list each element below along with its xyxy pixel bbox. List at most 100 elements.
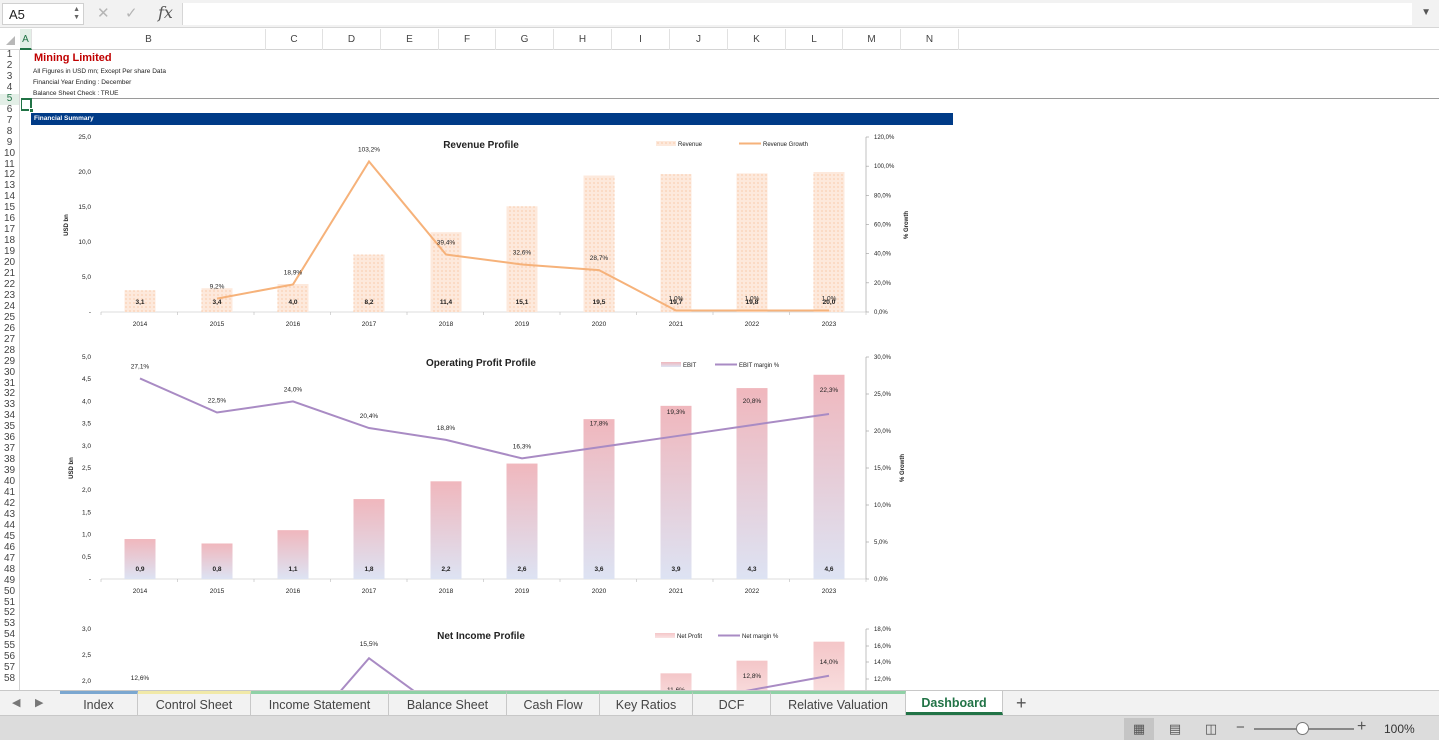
row-header-30[interactable]: 30 bbox=[3, 366, 16, 378]
row-header-6[interactable]: 6 bbox=[6, 103, 13, 115]
column-header-a[interactable]: A bbox=[20, 29, 32, 50]
sheet-tab-index[interactable]: Index bbox=[60, 691, 138, 715]
row-header-44[interactable]: 44 bbox=[3, 519, 16, 531]
column-header-c[interactable]: C bbox=[266, 29, 323, 50]
column-header-b[interactable]: B bbox=[32, 29, 266, 50]
row-header-20[interactable]: 20 bbox=[3, 257, 16, 269]
row-header-46[interactable]: 46 bbox=[3, 541, 16, 553]
page-break-view-icon[interactable]: ◫ bbox=[1204, 721, 1218, 736]
zoom-out-icon[interactable]: − bbox=[1236, 719, 1245, 736]
row-header-58[interactable]: 58 bbox=[3, 673, 16, 685]
row-header-15[interactable]: 15 bbox=[3, 202, 16, 214]
scroll-tabs-left-icon[interactable]: ◀ bbox=[12, 697, 21, 709]
row-header-54[interactable]: 54 bbox=[3, 629, 16, 641]
row-header-32[interactable]: 32 bbox=[3, 388, 16, 400]
row-header-36[interactable]: 36 bbox=[3, 432, 16, 444]
row-header-43[interactable]: 43 bbox=[3, 508, 16, 520]
row-header-16[interactable]: 16 bbox=[3, 213, 16, 225]
sheet-tab-dashboard[interactable]: Dashboard bbox=[906, 691, 1003, 715]
scroll-tabs-right-icon[interactable]: ▶ bbox=[35, 697, 44, 709]
page-layout-view-icon[interactable]: ▤ bbox=[1168, 721, 1182, 736]
row-header-42[interactable]: 42 bbox=[3, 497, 16, 509]
row-header-3[interactable]: 3 bbox=[6, 70, 13, 82]
column-header-l[interactable]: L bbox=[786, 29, 843, 50]
column-header-j[interactable]: J bbox=[670, 29, 728, 50]
row-header-14[interactable]: 14 bbox=[3, 191, 16, 203]
sheet-tab-key-ratios[interactable]: Key Ratios bbox=[600, 691, 693, 715]
row-header-23[interactable]: 23 bbox=[3, 289, 16, 301]
row-header-2[interactable]: 2 bbox=[6, 59, 13, 71]
sheet-tab-dcf[interactable]: DCF bbox=[693, 691, 771, 715]
row-header-35[interactable]: 35 bbox=[3, 421, 16, 433]
select-all-corner[interactable] bbox=[0, 29, 20, 50]
normal-view-icon[interactable]: ▦ bbox=[1124, 718, 1154, 740]
row-header-34[interactable]: 34 bbox=[3, 410, 16, 422]
column-header-n[interactable]: N bbox=[901, 29, 959, 50]
row-header-53[interactable]: 53 bbox=[3, 618, 16, 630]
column-header-m[interactable]: M bbox=[843, 29, 901, 50]
sheet-tab-relative-valuation[interactable]: Relative Valuation bbox=[771, 691, 906, 715]
operating-profit-chart[interactable]: - 0,5 1,0 1,5 2,0 2,5 3,0 3,5 4,0 4,5 5,0 0,0% 5,0% 1… bbox=[21, 350, 921, 598]
revenue-chart[interactable]: - 5,0 10,0 15,0 20,0 25,0 0,0% 20,0% 40,0% 60,0% 8… bbox=[21, 130, 921, 330]
check-icon[interactable]: ✓ bbox=[125, 5, 138, 22]
row-header-21[interactable]: 21 bbox=[3, 268, 16, 279]
net-income-chart[interactable]: 2,0 2,5 3,0 12,0% 14,0% 16,0% 18,0% 12,6% 15,5% 1… bbox=[21, 618, 921, 690]
row-header-24[interactable]: 24 bbox=[3, 300, 16, 312]
row-header-5[interactable]: 5 bbox=[0, 93, 19, 105]
row-header-27[interactable]: 27 bbox=[3, 333, 16, 345]
row-header-1[interactable]: 1 bbox=[6, 50, 13, 60]
function-icon[interactable]: fx bbox=[158, 3, 173, 22]
active-cell[interactable] bbox=[21, 98, 32, 111]
column-header-h[interactable]: H bbox=[554, 29, 612, 50]
column-header-i[interactable]: I bbox=[612, 29, 670, 50]
row-header-28[interactable]: 28 bbox=[3, 344, 16, 356]
row-header-10[interactable]: 10 bbox=[3, 147, 16, 159]
row-header-56[interactable]: 56 bbox=[3, 651, 16, 663]
row-header-52[interactable]: 52 bbox=[3, 607, 16, 619]
worksheet[interactable]: Mining Limited All Figures in USD mn; Ex… bbox=[21, 50, 1439, 690]
column-header-d[interactable]: D bbox=[323, 29, 381, 50]
fill-handle[interactable] bbox=[29, 108, 34, 113]
sheet-tab-income-statement[interactable]: Income Statement bbox=[251, 691, 389, 715]
row-header-26[interactable]: 26 bbox=[3, 322, 16, 334]
name-box-stepper-icon[interactable]: ▲ ▼ bbox=[73, 6, 80, 21]
row-header-12[interactable]: 12 bbox=[3, 169, 16, 181]
row-header-57[interactable]: 57 bbox=[3, 662, 16, 674]
zoom-in-icon[interactable]: + bbox=[1357, 718, 1367, 735]
row-header-48[interactable]: 48 bbox=[3, 563, 16, 575]
row-header-50[interactable]: 50 bbox=[3, 585, 16, 597]
sheet-tab-control-sheet[interactable]: Control Sheet bbox=[138, 691, 251, 715]
row-header-49[interactable]: 49 bbox=[3, 574, 16, 586]
sheet-tab-cash-flow[interactable]: Cash Flow bbox=[507, 691, 600, 715]
row-header-47[interactable]: 47 bbox=[3, 552, 16, 564]
row-header-38[interactable]: 38 bbox=[3, 454, 16, 466]
row-header-13[interactable]: 13 bbox=[3, 180, 16, 192]
row-header-51[interactable]: 51 bbox=[3, 596, 16, 608]
row-header-11[interactable]: 11 bbox=[4, 158, 15, 170]
name-box[interactable]: A5 ▲ ▼ bbox=[2, 3, 84, 25]
zoom-slider-thumb[interactable] bbox=[1296, 722, 1309, 735]
row-header-19[interactable]: 19 bbox=[3, 246, 16, 258]
close-icon[interactable]: ✕ bbox=[97, 5, 110, 22]
row-header-31[interactable]: 31 bbox=[3, 377, 16, 389]
row-header-37[interactable]: 37 bbox=[3, 443, 16, 455]
row-header-22[interactable]: 22 bbox=[3, 278, 16, 290]
formula-input[interactable] bbox=[182, 3, 1412, 25]
row-header-40[interactable]: 40 bbox=[3, 476, 16, 488]
column-header-g[interactable]: G bbox=[496, 29, 554, 50]
column-header-e[interactable]: E bbox=[381, 29, 439, 50]
row-header-33[interactable]: 33 bbox=[3, 399, 16, 411]
row-header-25[interactable]: 25 bbox=[3, 311, 16, 323]
row-header-9[interactable]: 9 bbox=[6, 136, 13, 148]
chevron-down-icon[interactable]: ▼ bbox=[1421, 7, 1431, 18]
row-header-7[interactable]: 7 bbox=[6, 114, 13, 126]
row-header-8[interactable]: 8 bbox=[6, 125, 13, 137]
zoom-level[interactable]: 100% bbox=[1384, 722, 1415, 736]
row-header-17[interactable]: 17 bbox=[3, 224, 16, 236]
row-header-39[interactable]: 39 bbox=[3, 465, 16, 477]
sheet-tab-balance-sheet[interactable]: Balance Sheet bbox=[389, 691, 507, 715]
row-header-41[interactable]: 41 bbox=[3, 487, 16, 498]
add-sheet-icon[interactable]: + bbox=[1016, 693, 1027, 713]
column-header-k[interactable]: K bbox=[728, 29, 786, 50]
row-header-18[interactable]: 18 bbox=[3, 235, 16, 247]
